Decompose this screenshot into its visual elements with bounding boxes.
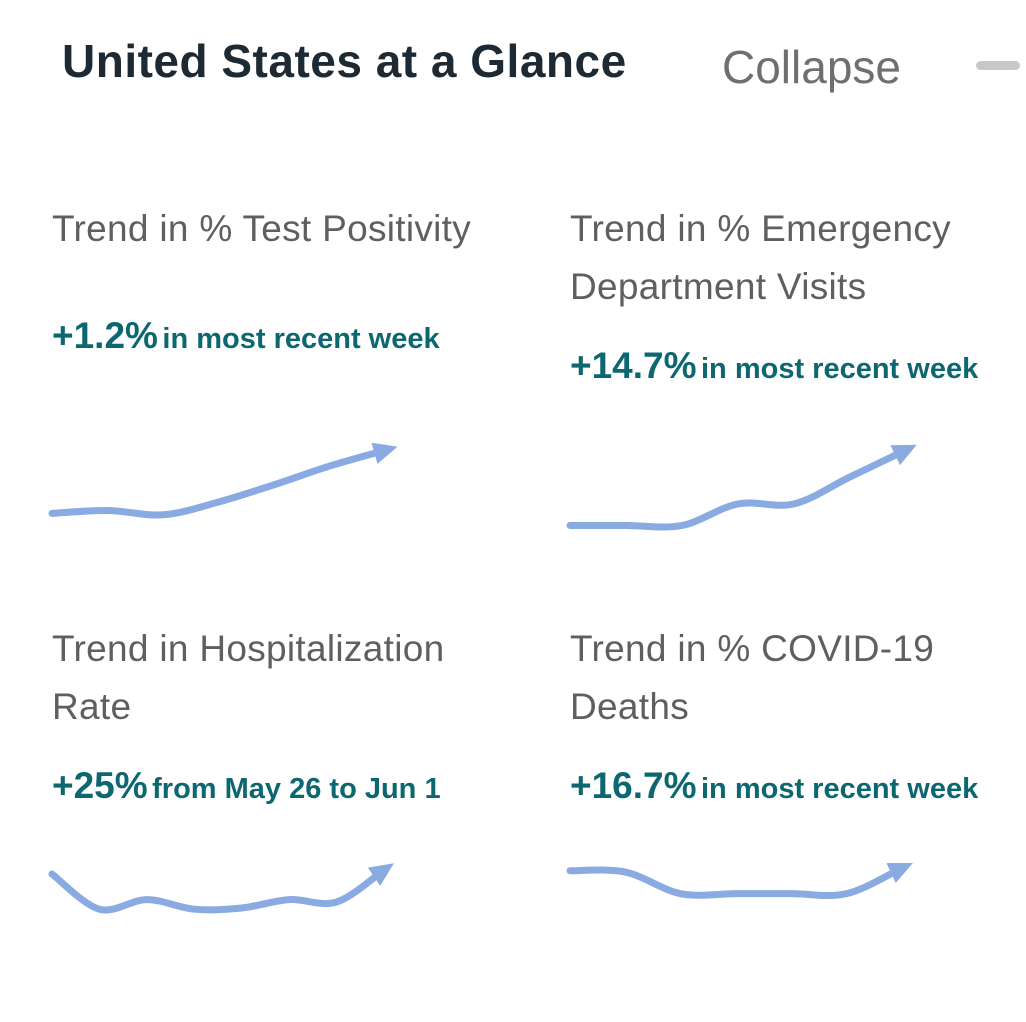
card-title: Trend in % COVID-19 Deaths — [570, 628, 935, 727]
card-title: Trend in % Emergency Department Visits — [570, 208, 951, 307]
stat-value: +16.7% — [570, 765, 697, 806]
card-emergency-visits: Trend in % Emergency Department Visits +… — [570, 200, 1026, 402]
minus-icon[interactable] — [976, 61, 1020, 70]
stat-description: in most recent week — [700, 773, 979, 805]
stat-value: +25% — [52, 765, 148, 806]
card-stat: +16.7% in most recent week — [570, 758, 990, 822]
trend-arrowhead — [890, 444, 917, 466]
trend-line — [48, 446, 390, 519]
stat-value: +14.7% — [570, 345, 697, 386]
card-stat: +14.7% in most recent week — [570, 338, 990, 402]
trend-line — [566, 864, 906, 900]
stat-description: from May 26 to Jun 1 — [152, 773, 441, 805]
card-covid-deaths: Trend in % COVID-19 Deaths +16.7% in mos… — [570, 620, 1026, 822]
card-stat: +25% from May 26 to Jun 1 — [52, 758, 512, 822]
trend-line — [48, 866, 388, 914]
card-title: Trend in Hospitalization Rate — [52, 628, 445, 727]
card-stat: +1.2% in most recent week — [52, 308, 512, 372]
header: United States at a Glance Collapse — [0, 0, 1026, 130]
card-hospitalization-rate: Trend in Hospitalization Rate +25% from … — [52, 620, 512, 822]
trend-line — [566, 446, 910, 531]
trend-arrowhead — [371, 442, 398, 464]
stat-value: +1.2% — [52, 315, 158, 356]
collapse-button[interactable]: Collapse — [722, 41, 901, 93]
card-test-positivity: Trend in % Test Positivity +1.2% in most… — [52, 200, 512, 372]
trend-arrowhead — [367, 863, 394, 886]
card-title: Trend in % Test Positivity — [52, 208, 472, 249]
stat-description: in most recent week — [700, 353, 979, 385]
stat-description: in most recent week — [162, 323, 440, 355]
trend-arrowhead — [886, 862, 913, 884]
page-title: United States at a Glance — [62, 35, 627, 87]
